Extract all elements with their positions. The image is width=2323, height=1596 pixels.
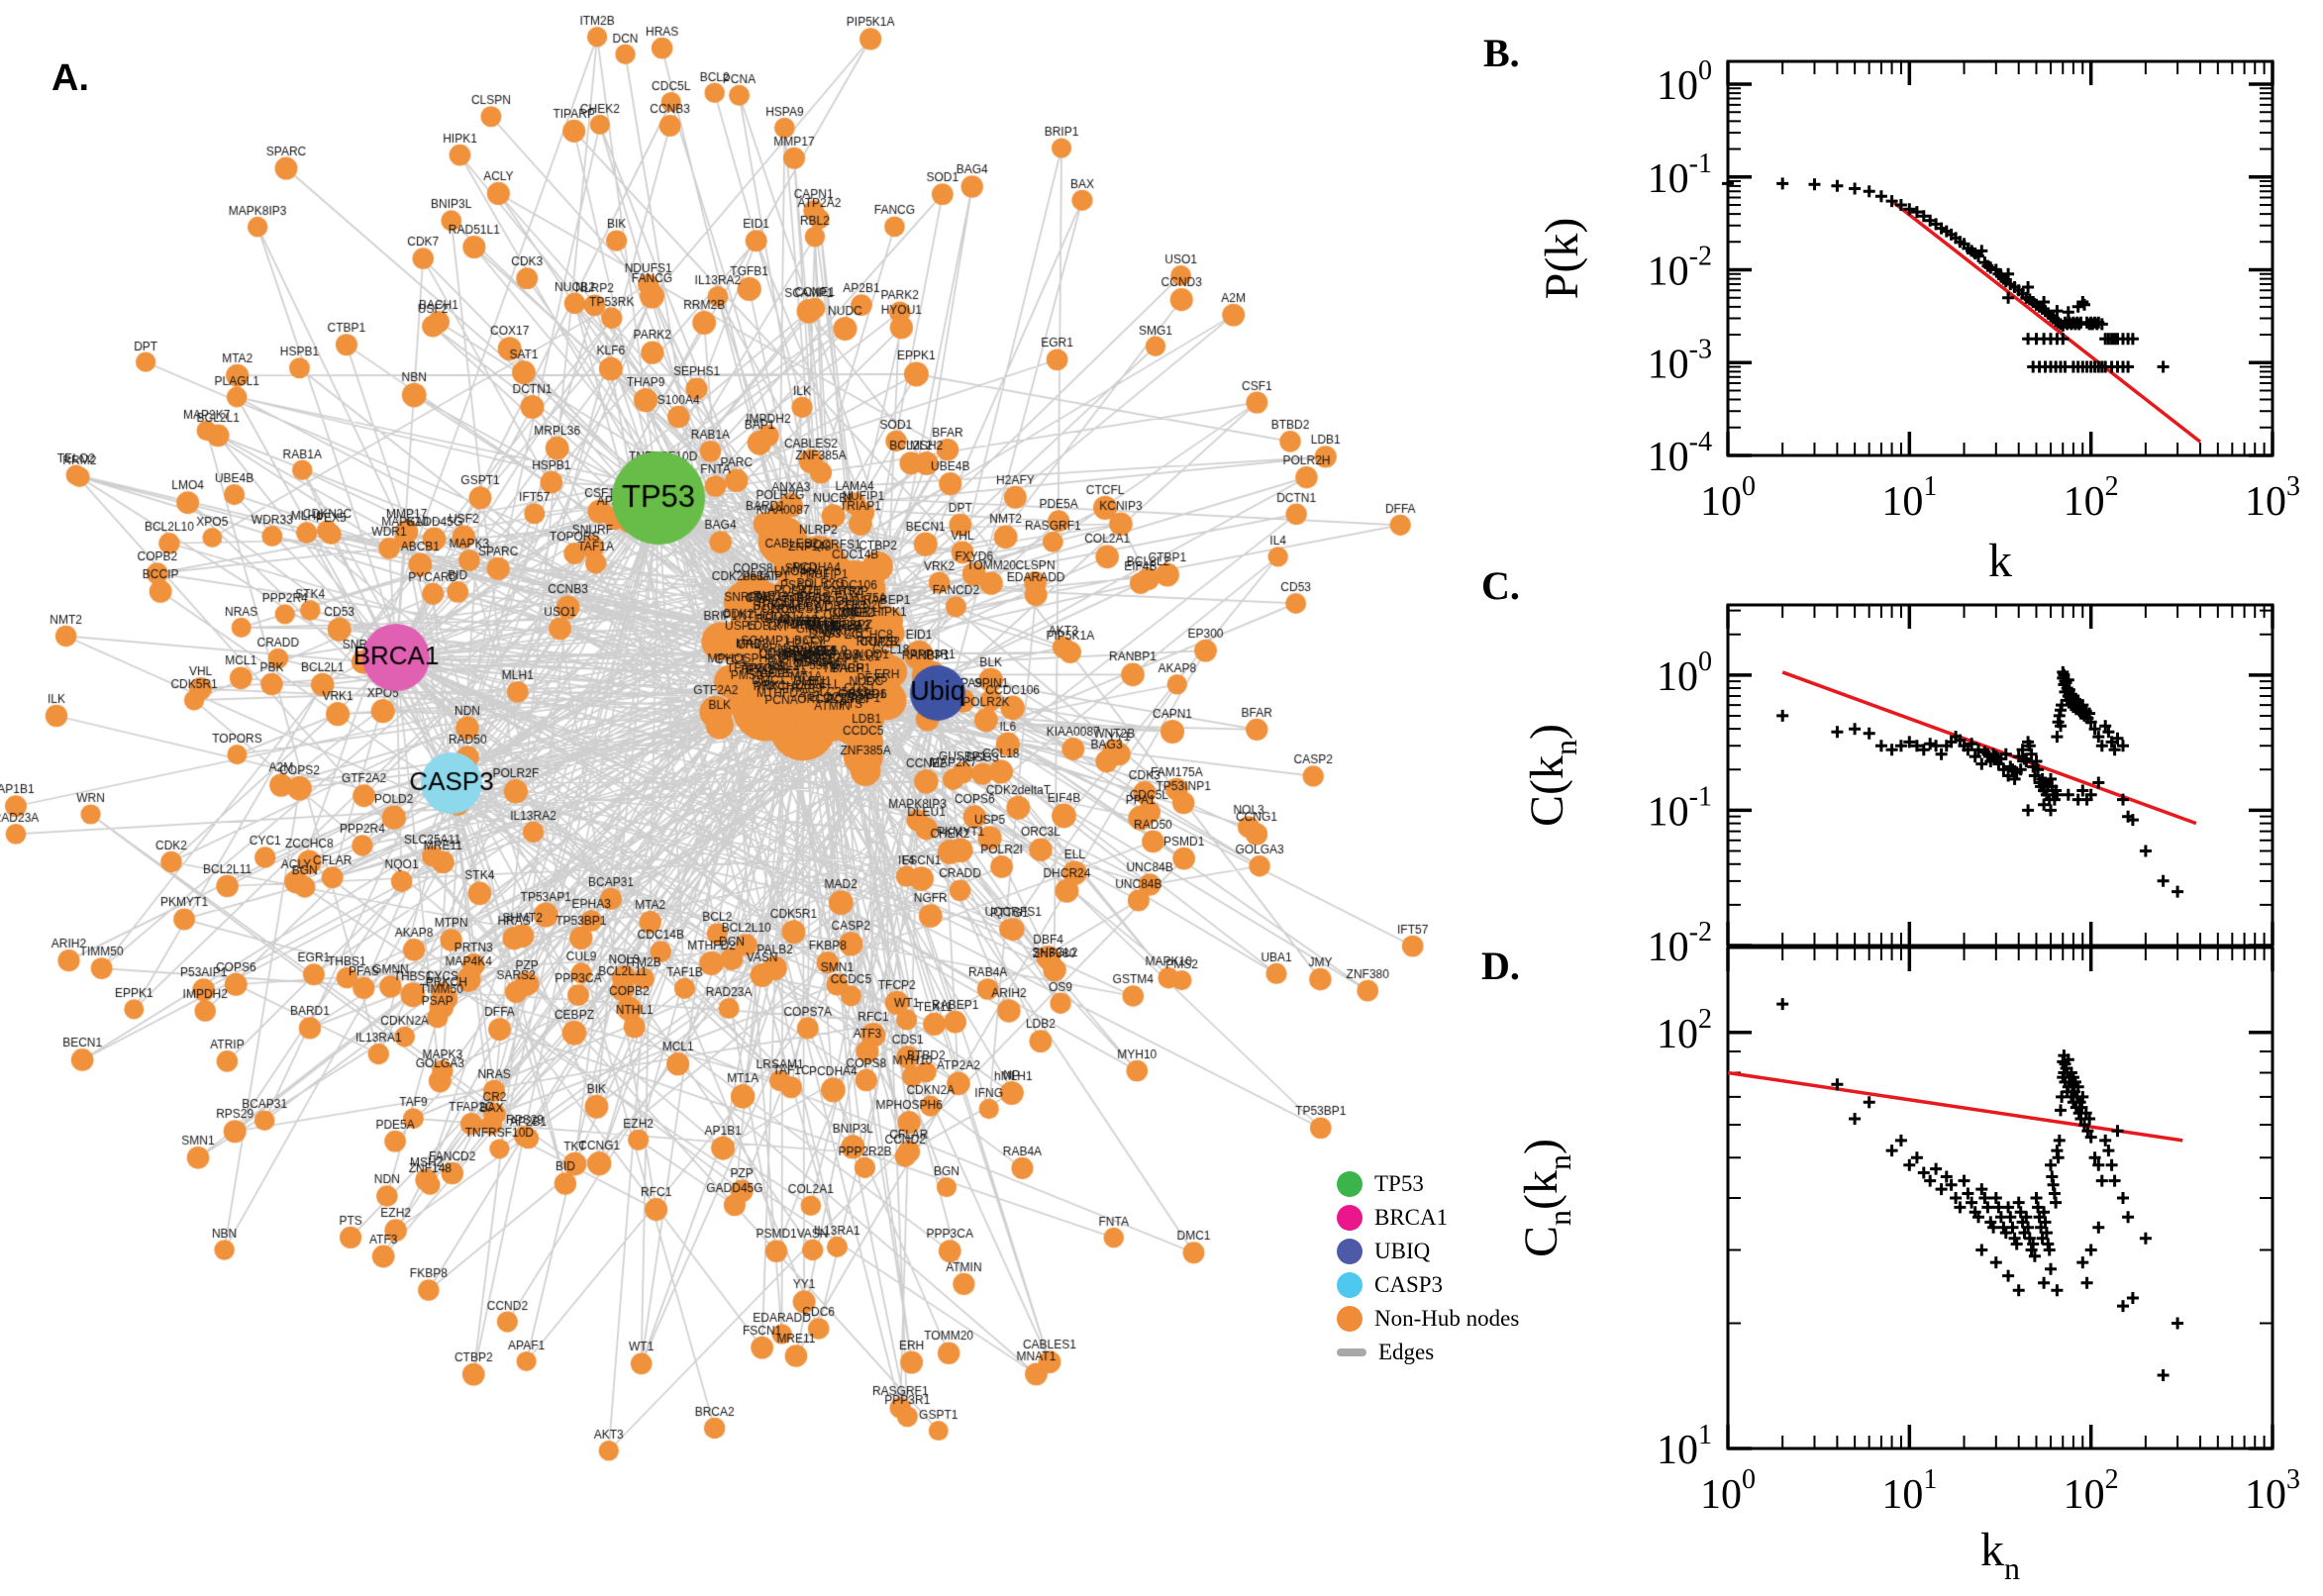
ylabel-C: C(kn) [1521,724,1583,827]
ytick-B: 10-4 [1648,427,1712,480]
ylabel-D: Cn(kn) [1515,1139,1577,1257]
legend-item-casp3: CASP3 [1337,1271,1519,1298]
ytick-D: 101 [1657,1420,1712,1473]
casp3-swatch-icon [1337,1271,1363,1298]
ytick-B: 10-1 [1648,149,1712,202]
tp53-swatch-icon [1337,1170,1363,1197]
legend-item-tp53: TP53 [1337,1170,1519,1197]
xtick-D: 102 [2064,1464,2119,1518]
ytick-B: 10-2 [1648,242,1712,295]
legend-item-brca1: BRCA1 [1337,1204,1519,1231]
panel-c-label: C. [1481,563,1520,608]
ytick-B: 100 [1657,55,1712,109]
ytick-C: 10-2 [1648,917,1712,970]
legend-label: Edges [1378,1339,1435,1364]
edge-swatch-icon [1337,1347,1366,1356]
ubiq-swatch-icon [1337,1238,1363,1264]
legend-item-ubiq: UBIQ [1337,1238,1519,1264]
brca1-swatch-icon [1337,1204,1363,1231]
nonhub-swatch-icon [1337,1305,1363,1332]
network-legend: TP53 BRCA1 UBIQ CASP3 Non-Hub nodes Edge… [1337,1170,1519,1365]
xtick-B: 102 [2064,471,2119,525]
xtick-D: 101 [1881,1464,1937,1518]
panel-d-label: D. [1481,944,1520,988]
legend-label: TP53 [1374,1170,1424,1196]
legend-label: Non-Hub nodes [1374,1305,1520,1331]
plot-panel-C: C(kn) [1521,603,2274,948]
xlabel-B: k [1988,535,2012,587]
ylabel-B: P(k) [1536,218,1588,300]
xtick-B: 101 [1881,471,1937,525]
xlabel-D: kn [1980,1524,2020,1586]
panel-b-label: B. [1483,31,1520,75]
legend-label: BRCA1 [1374,1204,1449,1230]
legend-label: UBIQ [1374,1238,1431,1263]
xtick-B: 100 [1700,471,1756,525]
legend-item-nonhub: Non-Hub nodes [1337,1305,1519,1332]
ytick-D: 102 [1657,1004,1712,1057]
ytick-C: 10-1 [1648,781,1712,835]
xtick-B: 103 [2245,471,2300,525]
xtick-D: 103 [2245,1464,2300,1518]
legend-label: CASP3 [1374,1271,1444,1297]
legend-item-edges: Edges [1337,1339,1519,1365]
ytick-C: 100 [1657,647,1712,700]
ytick-B: 10-3 [1648,334,1712,387]
network-graph [0,0,1485,1596]
xtick-D: 100 [1700,1464,1756,1518]
panel-a-label: A. [51,57,89,99]
plot-panel-B: 100 101 102 103 P(k) k [1536,59,2300,587]
